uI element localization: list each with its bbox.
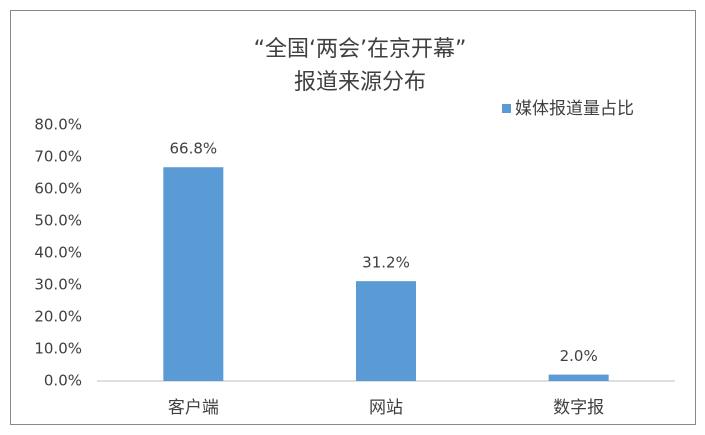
- y-tick-label: 60.0%: [34, 180, 82, 198]
- bar: [163, 167, 224, 381]
- x-tick-label: 客户端: [168, 398, 219, 418]
- bar: [548, 374, 609, 381]
- y-tick-label: 20.0%: [34, 308, 82, 326]
- legend-swatch: [502, 104, 511, 113]
- data-label: 66.8%: [170, 140, 218, 158]
- x-tick-label: 数字报: [553, 398, 604, 418]
- y-tick-label: 50.0%: [34, 212, 82, 230]
- y-tick-label: 70.0%: [34, 148, 82, 166]
- chart-title: “全国‘两会’在京开幕”: [254, 37, 467, 62]
- data-label: 31.2%: [362, 254, 410, 272]
- chart-subtitle: 报道来源分布: [294, 70, 426, 95]
- y-tick-label: 40.0%: [34, 244, 82, 262]
- y-tick-label: 10.0%: [34, 340, 82, 358]
- y-tick-label: 80.0%: [34, 116, 82, 134]
- chart-frame: [10, 10, 696, 425]
- legend-label: 媒体报道量占比: [515, 99, 634, 119]
- y-tick-label: 0.0%: [44, 372, 82, 390]
- y-tick-label: 30.0%: [34, 276, 82, 294]
- data-label: 2.0%: [560, 347, 598, 365]
- bar: [356, 281, 416, 381]
- x-tick-label: 网站: [369, 398, 403, 418]
